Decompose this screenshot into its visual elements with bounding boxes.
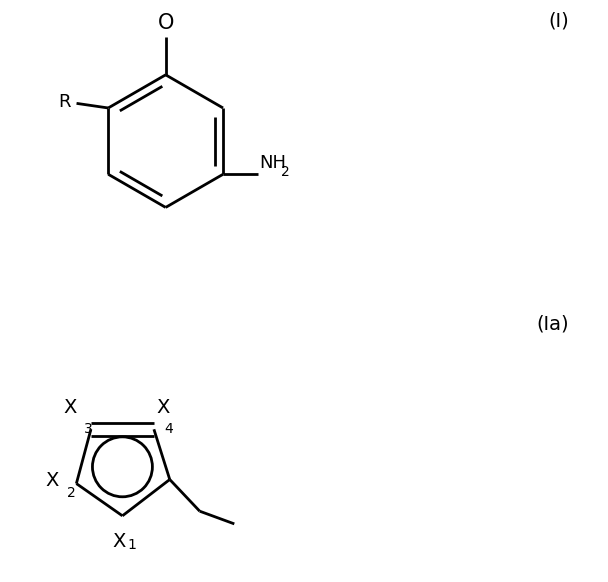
Text: X: X [63, 398, 77, 417]
Text: O: O [157, 13, 174, 33]
Text: R: R [58, 93, 71, 111]
Text: (Ia): (Ia) [536, 314, 569, 333]
Text: 2: 2 [282, 165, 290, 179]
Text: (I): (I) [548, 12, 569, 30]
Text: 3: 3 [84, 423, 93, 436]
Text: X: X [46, 471, 59, 490]
Text: 2: 2 [67, 487, 75, 501]
Text: X: X [113, 532, 126, 551]
Text: 1: 1 [127, 538, 136, 552]
Text: X: X [157, 398, 170, 417]
Text: 4: 4 [164, 423, 173, 436]
Text: NH: NH [260, 154, 286, 172]
